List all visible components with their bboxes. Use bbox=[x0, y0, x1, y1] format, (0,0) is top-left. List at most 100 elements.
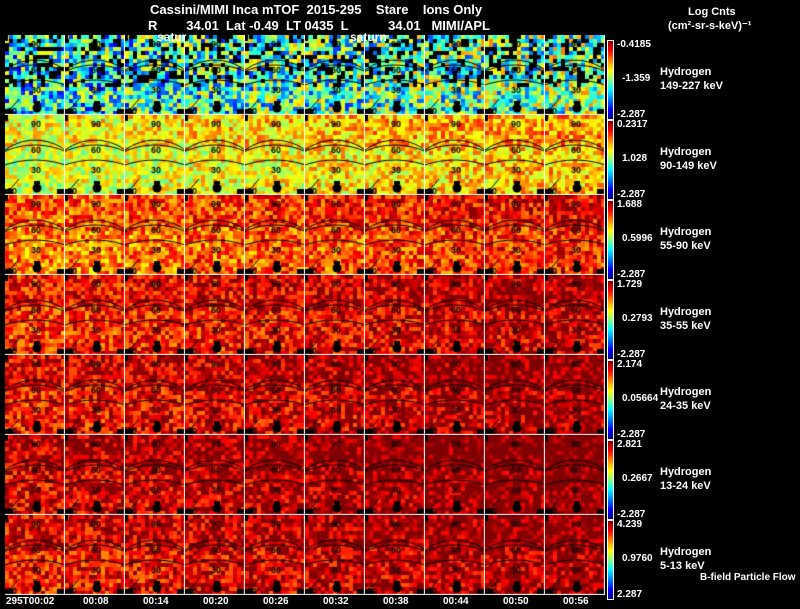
colorbar bbox=[607, 120, 614, 200]
heatmap-panel bbox=[365, 435, 425, 515]
heatmap-panel bbox=[125, 275, 185, 355]
heatmap-panel bbox=[185, 275, 245, 355]
heatmap-panel bbox=[5, 275, 65, 355]
species-label: Hydrogen bbox=[660, 546, 712, 558]
heatmap-panel bbox=[65, 35, 125, 115]
heatmap-panel bbox=[365, 35, 425, 115]
energy-row-label: Hydrogen 13-24 keV bbox=[660, 465, 711, 493]
heatmap-panel bbox=[65, 195, 125, 275]
time-tick-label: 00:14 bbox=[143, 596, 169, 607]
time-tick-label: 00:20 bbox=[203, 596, 229, 607]
time-tick-label: 00:32 bbox=[323, 596, 349, 607]
colorbar-cmid-label: 0.5996 bbox=[622, 233, 653, 244]
heatmap-panel bbox=[365, 275, 425, 355]
heatmap-panel bbox=[545, 355, 605, 435]
colorbar-cmin-label: 2.287 bbox=[617, 589, 643, 600]
colorbar-cmid-label: 0.2667 bbox=[622, 473, 653, 484]
heatmap-panel bbox=[5, 115, 65, 195]
heatmap-panel bbox=[245, 115, 305, 195]
colorbar-cmid-label: -1.359 bbox=[622, 73, 651, 84]
species-label: Hydrogen bbox=[660, 466, 712, 478]
heatmap-panel bbox=[545, 35, 605, 115]
heatmap-panel bbox=[125, 515, 185, 595]
heatmap-panel bbox=[425, 515, 485, 595]
heatmap-panel bbox=[425, 35, 485, 115]
colorbar-cmax-label: 2.174 bbox=[617, 359, 643, 370]
colorbar-cmin-label: -2.287 bbox=[617, 269, 646, 280]
heatmap-panel bbox=[425, 355, 485, 435]
plot-subtitle: R 34.01 Lat -0.49 LT 0435 L 34.01 MIMI/A… bbox=[148, 18, 490, 33]
bfield-flow-label: B-field Particle Flow bbox=[700, 572, 796, 583]
energy-range-label: 35-55 keV bbox=[660, 320, 711, 332]
heatmap-panel bbox=[245, 195, 305, 275]
colorbar-cmid-label: 0.05664 bbox=[622, 393, 659, 404]
colorbar-cmax-label: 1.688 bbox=[617, 199, 643, 210]
heatmap-panel bbox=[425, 435, 485, 515]
colorbar-cmin-label: -2.287 bbox=[617, 509, 646, 520]
energy-range-label: 55-90 keV bbox=[660, 240, 711, 252]
heatmap-panel bbox=[545, 275, 605, 355]
colorbar bbox=[607, 280, 614, 360]
time-tick-label: 00:50 bbox=[503, 596, 529, 607]
colorbar-cmin-label: -2.287 bbox=[617, 189, 646, 200]
heatmap-panel bbox=[485, 435, 545, 515]
heatmap-panel bbox=[65, 275, 125, 355]
energy-row-label: Hydrogen 24-35 keV bbox=[660, 385, 711, 413]
heatmap-panel bbox=[305, 515, 365, 595]
heatmap-panel bbox=[425, 115, 485, 195]
time-tick-label: 00:44 bbox=[443, 596, 469, 607]
heatmap-panel bbox=[425, 275, 485, 355]
heatmap-panel bbox=[185, 435, 245, 515]
heatmap-panel bbox=[65, 515, 125, 595]
colorbar-units-formula: (cm²-sr-s-keV)⁻¹ bbox=[668, 20, 752, 32]
plot-title: Cassini/MIMI Inca mTOF 2015-295 Stare Io… bbox=[150, 2, 483, 17]
energy-range-label: 149-227 keV bbox=[660, 80, 723, 92]
heatmap-panel bbox=[485, 275, 545, 355]
planet-label: satur bbox=[157, 30, 187, 44]
heatmap-panel bbox=[245, 275, 305, 355]
heatmap-panel bbox=[305, 195, 365, 275]
heatmap-panel bbox=[305, 355, 365, 435]
energy-row-label: Hydrogen 90-149 keV bbox=[660, 145, 717, 173]
heatmap-panel bbox=[245, 35, 305, 115]
heatmap-panel bbox=[485, 355, 545, 435]
time-tick-label: 00:38 bbox=[383, 596, 409, 607]
energy-row-label: Hydrogen 55-90 keV bbox=[660, 225, 711, 253]
energy-row-label: Hydrogen 5-13 keV bbox=[660, 545, 711, 573]
colorbar-cmax-label: 1.729 bbox=[617, 279, 643, 290]
heatmap-grid bbox=[5, 35, 605, 595]
energy-row-label: Hydrogen 35-55 keV bbox=[660, 305, 711, 333]
heatmap-panel bbox=[125, 115, 185, 195]
heatmap-panel bbox=[245, 435, 305, 515]
time-tick-label: 00:08 bbox=[83, 596, 109, 607]
colorbar-units-label: Log Cnts bbox=[688, 6, 736, 18]
energy-range-label: 13-24 keV bbox=[660, 480, 711, 492]
heatmap-panel bbox=[185, 355, 245, 435]
colorbar-cmin-label: -2.287 bbox=[617, 349, 646, 360]
heatmap-panel bbox=[125, 35, 185, 115]
heatmap-panel bbox=[125, 435, 185, 515]
colorbar bbox=[607, 200, 614, 280]
colorbar-cmax-label: 4.239 bbox=[617, 519, 643, 530]
heatmap-panel bbox=[545, 435, 605, 515]
species-label: Hydrogen bbox=[660, 226, 712, 238]
species-label: Hydrogen bbox=[660, 146, 712, 158]
colorbar-cmid-label: 0.9760 bbox=[622, 553, 653, 564]
heatmap-panel bbox=[545, 115, 605, 195]
heatmap-panel bbox=[125, 355, 185, 435]
heatmap-panel bbox=[65, 355, 125, 435]
heatmap-panel bbox=[185, 515, 245, 595]
heatmap-panel bbox=[65, 115, 125, 195]
planet-label: saturn bbox=[350, 30, 387, 44]
heatmap-panel bbox=[65, 435, 125, 515]
heatmap-panel bbox=[305, 275, 365, 355]
colorbar bbox=[607, 40, 614, 120]
heatmap-panel bbox=[185, 115, 245, 195]
colorbar-cmax-label: -0.4185 bbox=[617, 39, 651, 50]
heatmap-panel bbox=[5, 195, 65, 275]
colorbar-cmin-label: -2.287 bbox=[617, 109, 646, 120]
heatmap-panel bbox=[485, 35, 545, 115]
time-tick-label: 00:26 bbox=[263, 596, 289, 607]
heatmap-panel bbox=[485, 115, 545, 195]
species-label: Hydrogen bbox=[660, 386, 712, 398]
